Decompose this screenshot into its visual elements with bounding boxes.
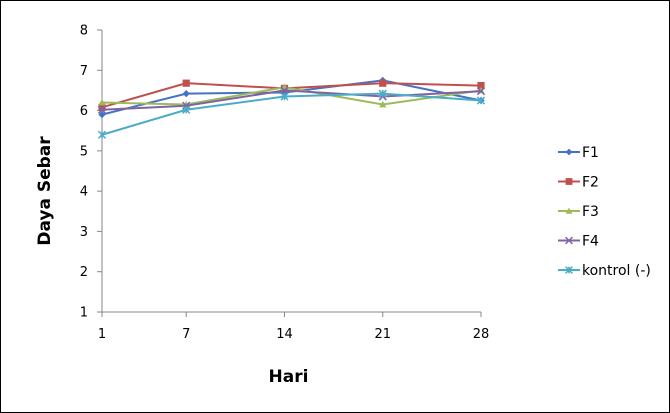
- x-tick-label: 7: [182, 327, 190, 342]
- legend-label: F4: [582, 234, 599, 250]
- y-tick-label: 3: [80, 225, 88, 240]
- legend-label: F3: [582, 204, 599, 220]
- y-tick-label: 7: [80, 64, 88, 79]
- x-marker: [565, 236, 573, 245]
- legend-item: F1: [558, 145, 599, 161]
- x-tick-label: 1: [98, 327, 106, 342]
- series-kontrol: [97, 89, 486, 139]
- y-tick-label: 5: [80, 144, 88, 159]
- x-marker: [280, 86, 289, 95]
- chart-axes: [101, 30, 481, 313]
- y-tick-label: 2: [80, 265, 88, 280]
- series-layer: [97, 76, 486, 139]
- star-marker: [280, 92, 289, 101]
- star-marker: [476, 96, 486, 105]
- y-tick-label: 6: [80, 104, 88, 119]
- x-tick-label: 21: [374, 327, 391, 342]
- y-tick-label: 8: [80, 24, 88, 39]
- diamond-marker: [280, 88, 289, 97]
- x-tick-label: 14: [276, 327, 293, 342]
- axis-ticks: 1 2 3 4 5 6 7 8 1 7 14 21 28: [80, 24, 490, 343]
- triangle-marker: [98, 98, 106, 106]
- legend-item: F3: [558, 204, 599, 220]
- x-axis-title: Hari: [269, 367, 309, 387]
- diamond-marker: [565, 148, 573, 156]
- legend-item: F2: [558, 175, 599, 191]
- legend-item: kontrol (-): [558, 263, 651, 279]
- star-marker: [97, 130, 107, 139]
- square-marker: [379, 79, 387, 87]
- triangle-marker: [379, 100, 387, 108]
- square-marker: [98, 103, 106, 111]
- chart-legend: F1 F2 F3 F4 kontrol (-): [558, 145, 651, 279]
- square-marker: [182, 79, 190, 87]
- y-axis-title: Daya Sebar: [35, 136, 55, 246]
- star-marker: [565, 266, 573, 274]
- legend-item: F4: [558, 234, 599, 250]
- y-tick-label: 4: [80, 185, 88, 200]
- triangle-marker: [565, 207, 573, 214]
- y-tick-label: 1: [80, 306, 88, 321]
- x-marker: [97, 105, 107, 114]
- square-marker: [477, 81, 485, 90]
- x-tick-label: 28: [473, 327, 490, 342]
- diamond-marker: [98, 111, 106, 119]
- legend-label: F2: [582, 175, 599, 191]
- diamond-marker: [182, 90, 190, 98]
- square-marker: [565, 178, 573, 185]
- legend-label: kontrol (-): [582, 263, 651, 279]
- x-marker: [476, 87, 486, 96]
- star-marker: [378, 89, 387, 98]
- legend-label: F1: [582, 145, 599, 161]
- star-marker: [182, 105, 191, 114]
